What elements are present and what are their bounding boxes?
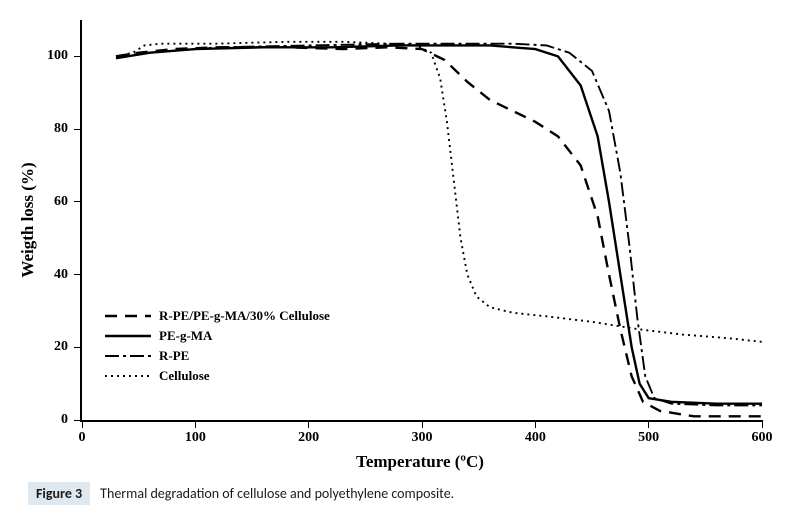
y-tick (74, 347, 82, 348)
series-line (116, 42, 762, 342)
legend-swatch (105, 349, 151, 363)
figure-caption-tag: Figure 3 (28, 482, 90, 505)
y-tick (74, 56, 82, 57)
y-tick (74, 274, 82, 275)
y-tick-label: 20 (54, 339, 68, 355)
series-line (116, 47, 762, 416)
y-tick (74, 420, 82, 421)
x-axis-title: Temperature (ºC) (356, 452, 484, 472)
x-tick (195, 420, 196, 428)
y-tick-label: 80 (54, 121, 68, 137)
legend-item: PE-g-MA (105, 328, 212, 344)
legend-swatch (105, 369, 151, 383)
series-line (116, 44, 762, 406)
legend-label: R-PE (159, 348, 189, 364)
x-tick-label: 200 (298, 430, 319, 446)
y-tick (74, 129, 82, 130)
x-tick-label: 600 (752, 430, 773, 446)
legend-item: R-PE/PE-g-MA/30% Cellulose (105, 308, 330, 324)
legend-item: Cellulose (105, 368, 210, 384)
x-tick-label: 100 (185, 430, 206, 446)
x-tick (82, 420, 83, 428)
x-tick-label: 500 (638, 430, 659, 446)
y-tick-label: 60 (54, 194, 68, 210)
y-tick-label: 100 (47, 48, 68, 64)
x-tick-label: 400 (525, 430, 546, 446)
legend-label: R-PE/PE-g-MA/30% Cellulose (159, 308, 330, 324)
y-tick-label: 40 (54, 267, 68, 283)
legend-label: PE-g-MA (159, 328, 212, 344)
x-tick (648, 420, 649, 428)
legend-item: R-PE (105, 348, 189, 364)
figure-caption: Figure 3 Thermal degradation of cellulos… (28, 482, 454, 505)
x-tick (422, 420, 423, 428)
y-tick-label: 0 (61, 412, 68, 428)
legend-label: Cellulose (159, 368, 210, 384)
y-axis-title: Weigth loss (%) (18, 162, 38, 277)
legend-swatch (105, 309, 151, 323)
x-tick-label: 0 (79, 430, 86, 446)
x-tick (762, 420, 763, 428)
x-tick (308, 420, 309, 428)
legend-swatch (105, 329, 151, 343)
x-tick (535, 420, 536, 428)
x-tick-label: 300 (412, 430, 433, 446)
series-line (116, 45, 762, 403)
y-tick (74, 201, 82, 202)
figure-caption-text: Thermal degradation of cellulose and pol… (100, 485, 454, 502)
